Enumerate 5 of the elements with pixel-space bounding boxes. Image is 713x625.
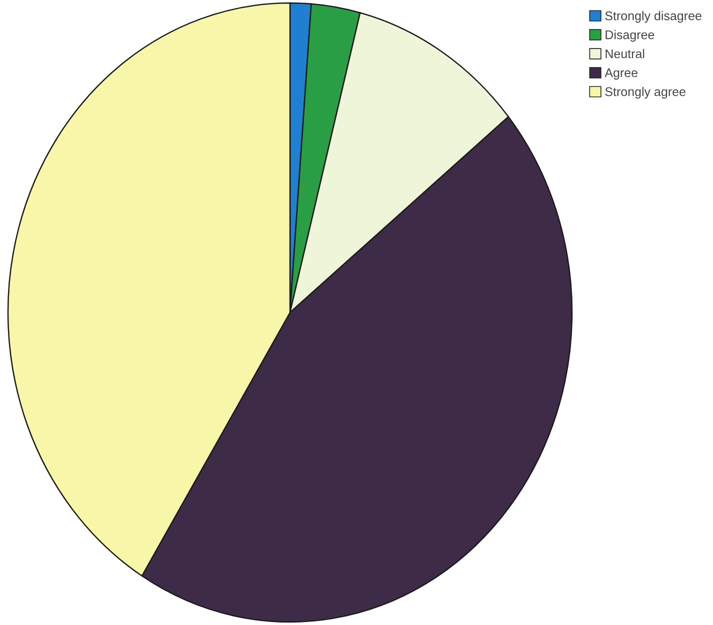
legend-label: Strongly disagree [605,11,702,23]
legend-label: Strongly agree [605,86,686,99]
legend-label: Disagree [606,30,654,42]
legend-label: Agree [604,68,638,80]
legend-label: Neutral [606,49,644,58]
